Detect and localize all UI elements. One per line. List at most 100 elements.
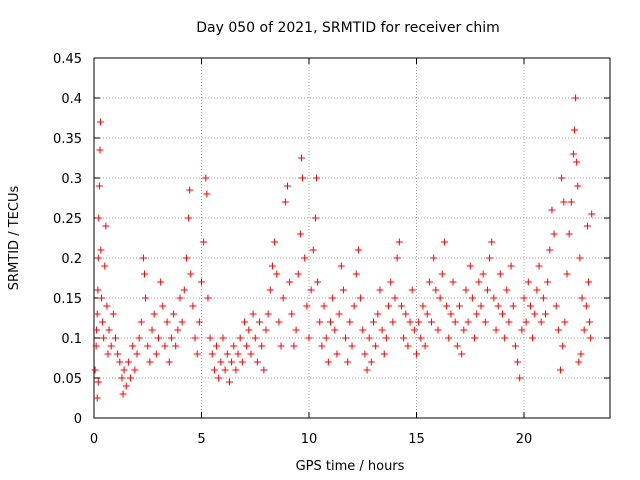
data-point <box>294 270 302 278</box>
data-point <box>567 198 575 206</box>
data-point <box>456 302 463 310</box>
data-point <box>490 294 498 302</box>
data-point <box>100 334 108 342</box>
data-point <box>124 358 132 366</box>
data-point <box>486 254 494 262</box>
data-point <box>286 278 294 286</box>
data-point <box>131 366 139 374</box>
data-point <box>352 270 360 278</box>
data-point <box>382 334 390 342</box>
data-point <box>374 310 382 318</box>
data-point <box>191 334 199 342</box>
x-tick-label: 15 <box>408 432 425 447</box>
data-point <box>585 278 592 286</box>
data-point <box>425 278 433 286</box>
data-point <box>180 286 188 294</box>
y-tick-label: 0.1 <box>61 332 82 347</box>
data-point <box>436 294 444 302</box>
data-point <box>260 366 268 374</box>
data-point <box>96 118 104 126</box>
data-point <box>95 214 103 222</box>
data-point <box>342 334 350 342</box>
data-point <box>236 334 244 342</box>
data-point <box>114 350 122 358</box>
data-point <box>406 318 414 326</box>
y-tick-label: 0.35 <box>53 132 82 147</box>
data-point <box>221 366 229 374</box>
data-point <box>361 350 369 358</box>
data-point <box>146 358 154 366</box>
data-point <box>99 318 107 326</box>
data-point <box>518 326 526 334</box>
data-point <box>331 326 339 334</box>
data-point <box>105 326 113 334</box>
data-point <box>376 286 384 294</box>
data-point <box>307 286 315 294</box>
data-point <box>204 294 212 302</box>
data-point <box>582 302 590 310</box>
data-point <box>496 270 504 278</box>
data-point <box>186 186 194 194</box>
data-point <box>546 246 554 254</box>
data-point <box>580 326 588 334</box>
data-point <box>453 342 461 350</box>
data-point <box>385 302 393 310</box>
data-point <box>189 302 197 310</box>
data-point <box>586 318 594 326</box>
data-point <box>481 318 489 326</box>
data-point <box>288 310 296 318</box>
data-point <box>167 334 175 342</box>
data-point <box>524 278 532 286</box>
data-point <box>507 262 515 270</box>
data-point <box>322 334 330 342</box>
data-point <box>537 318 545 326</box>
data-point <box>219 334 227 342</box>
data-point <box>415 318 423 326</box>
data-point <box>572 94 580 102</box>
x-tick-label: 0 <box>90 432 98 447</box>
data-point <box>542 310 549 318</box>
data-point <box>370 318 377 326</box>
data-point <box>471 334 479 342</box>
data-point <box>408 286 416 294</box>
data-point <box>94 254 102 262</box>
data-point <box>365 334 373 342</box>
data-point <box>163 318 171 326</box>
data-point <box>249 310 257 318</box>
chart-title: Day 050 of 2021, SRMTID for receiver chi… <box>196 20 500 36</box>
data-point <box>217 358 225 366</box>
data-point <box>120 366 128 374</box>
data-point <box>170 310 178 318</box>
data-point <box>275 318 283 326</box>
data-point <box>468 294 476 302</box>
data-point <box>93 326 101 334</box>
data-point <box>578 294 586 302</box>
data-point <box>92 342 100 350</box>
data-point <box>101 262 109 270</box>
data-point <box>380 350 388 358</box>
data-point <box>268 262 276 270</box>
data-point <box>402 310 410 318</box>
data-point <box>569 150 577 158</box>
data-point <box>531 310 539 318</box>
data-point <box>565 230 573 238</box>
data-point <box>529 334 537 342</box>
data-point <box>539 294 547 302</box>
data-point <box>516 374 524 382</box>
data-point <box>550 230 558 238</box>
data-point <box>155 334 162 342</box>
data-point <box>309 246 317 254</box>
data-point <box>98 294 106 302</box>
data-point <box>301 254 309 262</box>
data-point <box>262 326 270 334</box>
data-point <box>432 286 440 294</box>
data-point <box>397 302 405 310</box>
data-point <box>112 334 119 342</box>
data-point <box>94 286 102 294</box>
data-point <box>494 302 502 310</box>
data-point <box>535 262 543 270</box>
data-point <box>357 294 365 302</box>
data-point <box>473 310 481 318</box>
data-point <box>417 334 425 342</box>
data-point <box>313 174 321 182</box>
